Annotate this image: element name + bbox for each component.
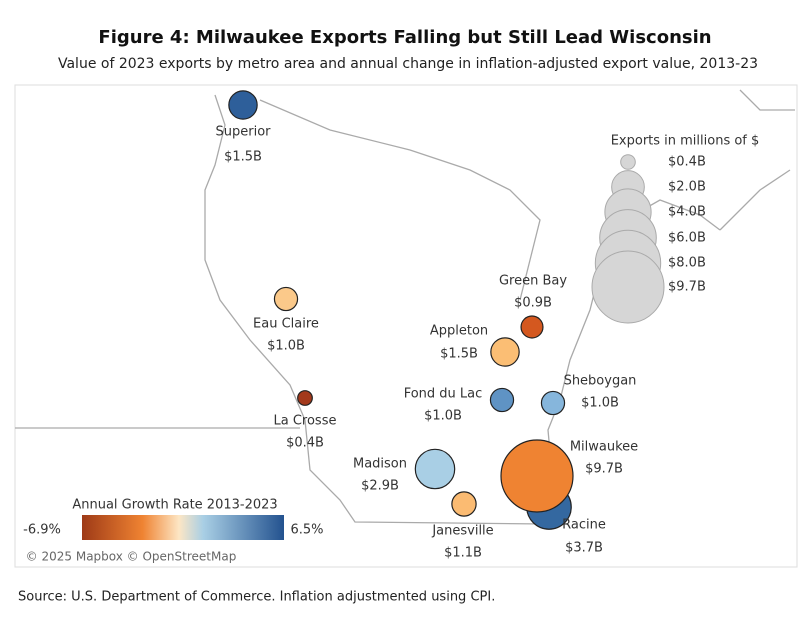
subtitle: Value of 2023 exports by metro area and …: [58, 56, 758, 72]
size-legend-label: $2.0B: [668, 180, 706, 195]
color-max-label: 6.5%: [290, 523, 323, 538]
title: Figure 4: Milwaukee Exports Falling but …: [98, 27, 711, 48]
metro-value: $0.9B: [514, 296, 552, 311]
metro-bubble: [297, 390, 313, 406]
metro-bubble: [540, 390, 566, 416]
metro-bubble: [500, 439, 574, 513]
size-legend-label: $6.0B: [668, 231, 706, 246]
metro-bubble: [489, 387, 515, 413]
metro-bubble: [451, 491, 477, 517]
border: [259, 99, 541, 301]
metro-name: Eau Claire: [253, 317, 319, 332]
metro-value: $1.0B: [424, 409, 462, 424]
size-legend-label: $8.0B: [668, 256, 706, 271]
size-legend-label: $0.4B: [668, 155, 706, 170]
size-legend-circle: [591, 250, 665, 324]
metro-bubble: [490, 337, 520, 367]
size-legend-title: Exports in millions of $: [611, 134, 760, 149]
color-min-label: -6.9%: [23, 523, 61, 538]
color-legend-title: Annual Growth Rate 2013-2023: [72, 498, 277, 513]
metro-name: Superior: [216, 125, 272, 140]
metro-value: $3.7B: [565, 541, 603, 556]
size-legend-label: $9.7B: [668, 280, 706, 295]
metro-name: Madison: [353, 457, 407, 472]
metro-value: $9.7B: [585, 462, 623, 477]
size-legend-label: $4.0B: [668, 205, 706, 220]
metro-value: $1.1B: [444, 546, 482, 561]
map-frame: [14, 84, 798, 568]
metro-value: $1.0B: [267, 339, 305, 354]
metro-name: La Crosse: [274, 414, 337, 429]
metro-bubble: [228, 90, 258, 120]
metro-value: $1.0B: [581, 396, 619, 411]
metro-name: Janesville: [431, 524, 493, 539]
attribution: © 2025 Mapbox © OpenStreetMap: [26, 550, 237, 564]
metro-name: Racine: [562, 518, 606, 533]
metro-name: Milwaukee: [570, 440, 638, 455]
color-bar: [82, 515, 284, 540]
metro-bubble: [414, 448, 456, 490]
metro-value: $1.5B: [440, 347, 478, 362]
metro-bubble: [273, 286, 299, 312]
metro-name: Green Bay: [499, 274, 567, 289]
metro-value: $1.5B: [224, 150, 262, 165]
shore: [719, 89, 795, 231]
source: Source: U.S. Department of Commerce. Inf…: [18, 590, 495, 605]
size-legend-circle: [620, 154, 636, 170]
metro-value: $0.4B: [286, 436, 324, 451]
metro-value: $2.9B: [361, 479, 399, 494]
metro-bubble: [520, 315, 544, 339]
metro-name: Fond du Lac: [404, 387, 483, 402]
metro-name: Sheboygan: [564, 374, 637, 389]
metro-name: Appleton: [430, 324, 488, 339]
